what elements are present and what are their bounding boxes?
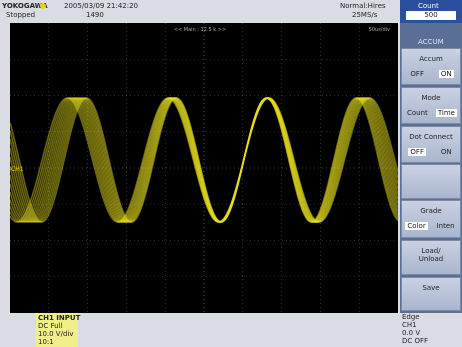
menu-button[interactable]: Dot Connect OFF ON [401,126,461,163]
menu-button[interactable]: Grade Color Inten [401,200,461,238]
waveform-area: << Main : 12.5 k >> 50us/div CH1 [10,23,398,313]
trigger-line: 0.0 V [402,329,420,337]
status-led [40,3,46,9]
datetime: 2005/03/09 21:42:20 [64,2,138,10]
option[interactable]: OFF [408,148,426,156]
menu-label: Dot Connect [402,133,460,141]
status: Stopped [6,11,35,19]
record: 1490 [86,11,104,19]
menu-button[interactable]: Load/ Unload [401,240,461,275]
option[interactable]: Inten [435,222,457,230]
count-label: Count [418,2,439,10]
menu-button[interactable]: Accum OFF ON [401,48,461,85]
menu-label: Load/ Unload [402,247,460,263]
trigger-line: DC OFF [402,337,428,345]
channel-line: 10:1 [38,338,54,346]
menu-button[interactable]: Save [401,277,461,311]
timebase: 50us/div [369,27,390,33]
option[interactable]: OFF [408,70,426,78]
menu-label: Save [402,284,460,292]
menu-label: Accum [402,55,460,63]
channel-line: 10.0 V/div [38,330,74,338]
options: Count Time [402,109,460,117]
menu-label: Mode [402,94,460,102]
channel-line: DC Full [38,322,62,330]
option[interactable]: ON [439,148,454,156]
options: OFF ON [402,148,460,156]
oscilloscope-screen: YOKOGAWA Stopped 2005/03/09 21:42:20 149… [0,0,462,347]
count-value[interactable]: 500 [406,11,456,20]
trigger-line: CH1 [402,321,417,329]
option[interactable]: ON [439,70,454,78]
channel-title: CH1 INPUT [38,314,80,322]
option[interactable]: Time [436,109,457,117]
sample-rate: 25MS/s [352,11,377,19]
count-panel: Count 500 [400,0,462,23]
options: Color Inten [402,222,460,230]
option[interactable]: Color [405,222,427,230]
acq-mode: Normal:Hires [340,2,386,10]
trigger-line: Edge [402,313,420,321]
menu-empty[interactable] [401,164,461,199]
option[interactable]: Count [405,109,430,117]
menu-title: ACCUM [418,38,444,46]
menu-button[interactable]: Mode Count Time [401,87,461,124]
zoom-label: << Main : 12.5 k >> [174,27,226,33]
options: OFF ON [402,70,460,78]
channel-marker: CH1 [11,166,24,173]
menu-label: Grade [402,207,460,215]
